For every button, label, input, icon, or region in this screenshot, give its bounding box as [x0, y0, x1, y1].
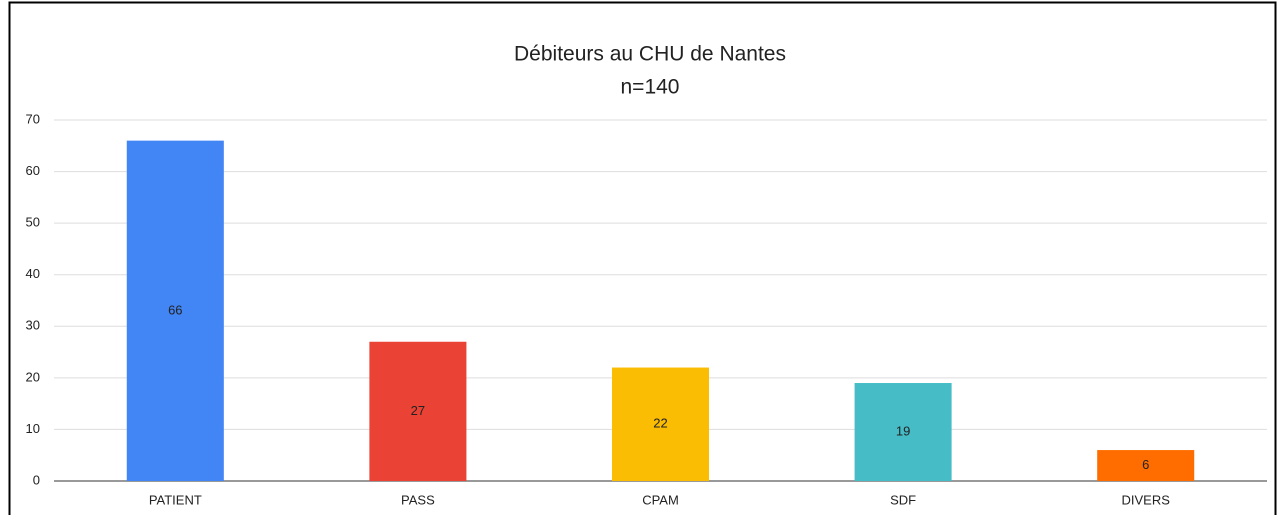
x-tick-label: DIVERS	[1121, 492, 1170, 507]
bar	[369, 341, 467, 481]
y-tick-label: 70	[26, 111, 40, 126]
bar	[1097, 450, 1195, 481]
x-tick-label: PASS	[401, 492, 435, 507]
bar	[611, 367, 710, 481]
x-tick-label: SDF	[890, 492, 916, 507]
data-label: 19	[896, 423, 910, 438]
bar	[126, 140, 224, 481]
y-tick-label: 50	[26, 215, 40, 230]
x-tick-label: CPAM	[642, 492, 679, 507]
data-label: 27	[411, 403, 425, 418]
data-label: 6	[1142, 457, 1149, 472]
data-label: 66	[168, 302, 182, 317]
chart-title: Débiteurs au CHU de Nantes	[514, 43, 786, 66]
y-tick-label: 30	[26, 318, 40, 333]
x-tick-label: PATIENT	[149, 492, 202, 507]
chart-subtitle: n=140	[621, 76, 680, 99]
y-tick-label: 20	[26, 369, 40, 384]
y-tick-label: 10	[26, 421, 40, 436]
bar	[854, 383, 952, 481]
y-tick-label: 0	[33, 472, 40, 487]
data-label: 22	[653, 416, 667, 431]
y-tick-label: 40	[26, 266, 40, 281]
y-tick-label: 60	[26, 163, 40, 178]
